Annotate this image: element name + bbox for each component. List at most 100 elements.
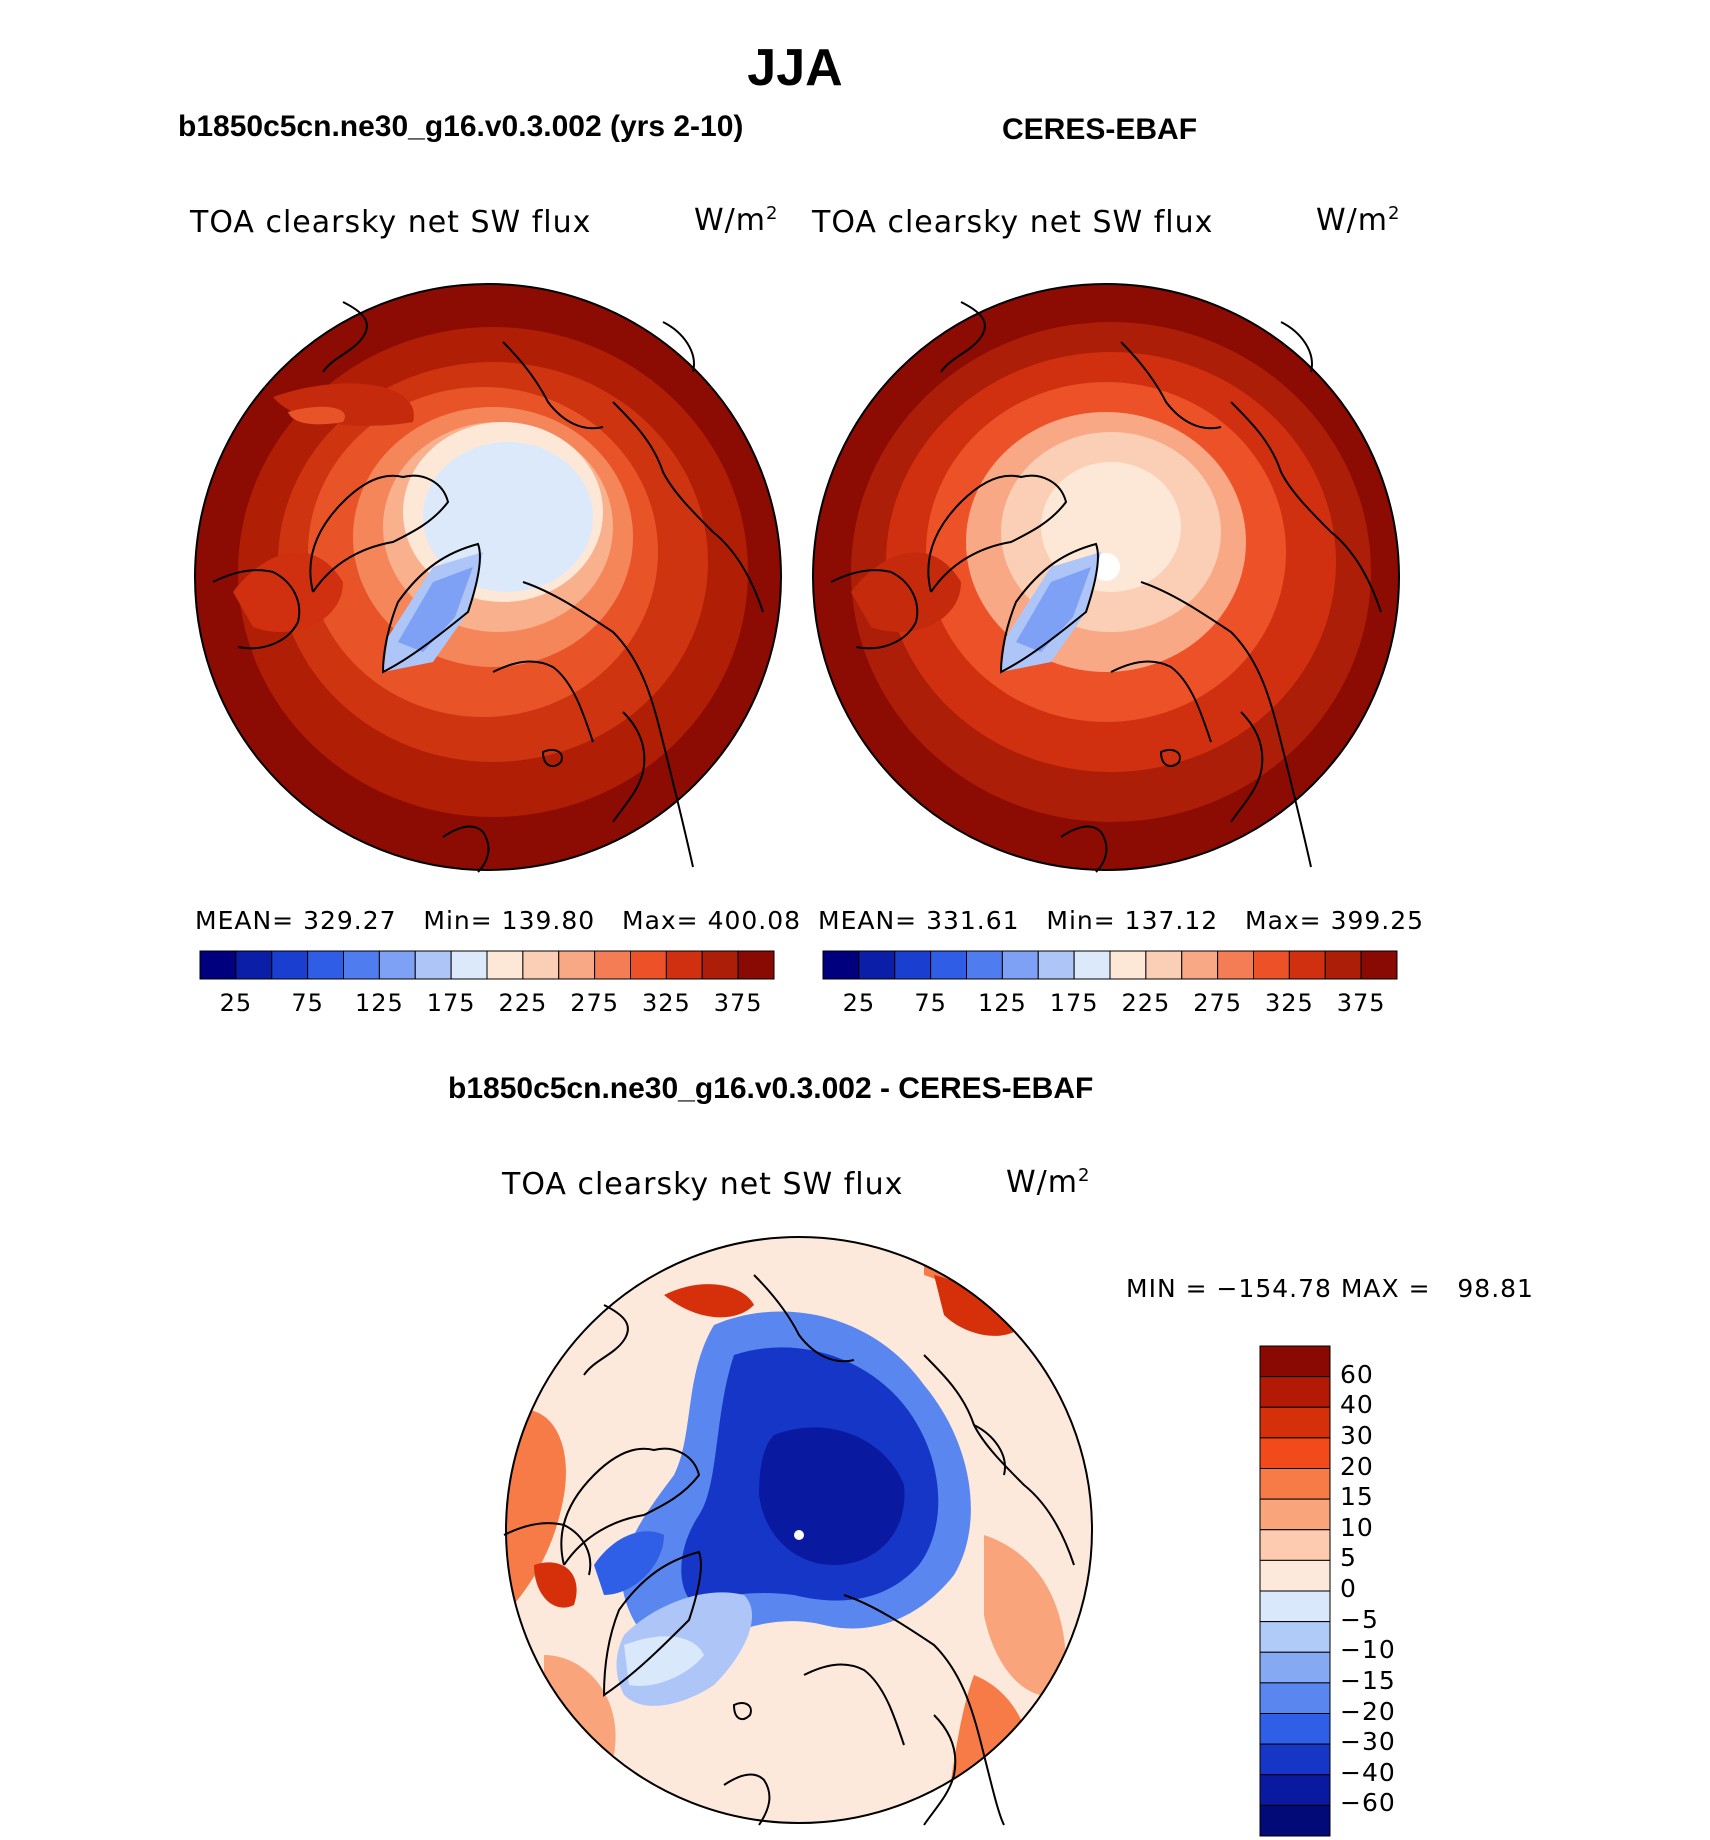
mean-label: MEAN= <box>818 906 918 935</box>
left-polar-map <box>194 283 782 873</box>
right-panel-case-name: CERES-EBAF <box>1002 113 1198 146</box>
right-colorbar <box>822 950 1398 980</box>
colorbar-swatch <box>1037 950 1075 980</box>
colorbar-swatch <box>1259 1590 1331 1623</box>
colorbar-swatch <box>199 950 237 980</box>
colorbar-tick-label: 10 <box>1340 1512 1374 1542</box>
units-exponent: 2 <box>766 203 779 224</box>
colorbar-tick-label: −60 <box>1340 1788 1396 1818</box>
min-label: Min= <box>1046 906 1116 935</box>
colorbar-tick-label: 60 <box>1340 1359 1374 1389</box>
colorbar-swatch <box>1259 1468 1331 1500</box>
colorbar-swatch <box>1259 1559 1331 1592</box>
colorbar-tick-label: 20 <box>1340 1451 1374 1481</box>
colorbar-tick-label: 275 <box>570 989 620 1017</box>
colorbar-swatch <box>894 950 932 980</box>
colorbar-tick-label: 375 <box>1336 989 1386 1017</box>
difference-polar-map <box>503 1236 1093 1826</box>
colorbar-swatch <box>450 950 488 980</box>
colorbar-tick-label: 25 <box>219 989 253 1017</box>
colorbar-swatch <box>1259 1621 1331 1653</box>
difference-units: W/m2 <box>1006 1165 1090 1200</box>
colorbar-tick-label: 375 <box>713 989 763 1017</box>
colorbar-tick-label: 225 <box>498 989 548 1017</box>
colorbar-tick-label: −5 <box>1340 1604 1379 1634</box>
colorbar-swatch <box>1145 950 1183 980</box>
colorbar-swatch <box>486 950 524 980</box>
left-panel-case-name: b1850c5cn.ne30_g16.v0.3.002 (yrs 2-10) <box>178 110 744 143</box>
left-colorbar <box>199 950 775 980</box>
colorbar-swatch <box>858 950 896 980</box>
difference-minmax: MIN = −154.78 MAX = 98.81 <box>1126 1274 1534 1303</box>
colorbar-tick-label: −40 <box>1340 1757 1396 1787</box>
colorbar-swatch <box>930 950 967 980</box>
colorbar-tick-label: 225 <box>1121 989 1171 1017</box>
colorbar-swatch <box>1259 1682 1331 1714</box>
max-label: Max= <box>622 906 699 935</box>
difference-variable: TOA clearsky net SW flux <box>502 1167 904 1202</box>
colorbar-swatch <box>701 950 739 980</box>
colorbar-swatch <box>1181 950 1219 980</box>
colorbar-swatch <box>1288 950 1326 980</box>
right-panel-stats: MEAN= 331.61 Min= 137.12 Max= 399.25 <box>818 906 1424 935</box>
colorbar-swatch <box>1259 1406 1331 1439</box>
colorbar-swatch <box>1259 1804 1331 1837</box>
mean-value: 329.27 <box>303 906 397 935</box>
colorbar-swatch <box>271 950 309 980</box>
colorbar-swatch <box>1259 1529 1331 1561</box>
units-text: W/m <box>1006 1165 1078 1200</box>
colorbar-swatch <box>822 950 860 980</box>
colorbar-swatch <box>343 950 380 980</box>
colorbar-tick-label: 125 <box>977 989 1027 1017</box>
colorbar-swatch <box>414 950 452 980</box>
colorbar-tick-label: −20 <box>1340 1696 1396 1726</box>
colorbar-swatch <box>1253 950 1290 980</box>
min-label: Min= <box>423 906 493 935</box>
colorbar-swatch <box>1109 950 1147 980</box>
left-panel-stats: MEAN= 329.27 Min= 139.80 Max= 400.08 <box>195 906 801 935</box>
colorbar-swatch <box>1217 950 1254 980</box>
colorbar-swatch <box>307 950 344 980</box>
colorbar-swatch <box>235 950 273 980</box>
colorbar-tick-label: 175 <box>426 989 476 1017</box>
colorbar-swatch <box>737 950 775 980</box>
colorbar-tick-label: 75 <box>914 989 947 1017</box>
right-panel-units: W/m2 <box>1316 203 1400 238</box>
colorbar-tick-label: 125 <box>354 989 404 1017</box>
max-value: 399.25 <box>1330 906 1425 935</box>
colorbar-swatch <box>1259 1376 1331 1408</box>
colorbar-swatch <box>1360 950 1398 980</box>
colorbar-tick-label: 40 <box>1340 1390 1374 1420</box>
colorbar-swatch <box>1259 1651 1331 1684</box>
colorbar-swatch <box>1259 1498 1331 1531</box>
max-value: 400.08 <box>707 906 802 935</box>
colorbar-swatch <box>1259 1345 1331 1378</box>
colorbar-swatch <box>1259 1774 1331 1806</box>
colorbar-tick-label: −30 <box>1340 1727 1396 1757</box>
difference-colorbar <box>1259 1345 1331 1837</box>
mean-label: MEAN= <box>195 906 295 935</box>
colorbar-tick-label: 275 <box>1193 989 1243 1017</box>
colorbar-tick-label: 175 <box>1049 989 1099 1017</box>
colorbar-tick-label: 325 <box>1264 989 1314 1017</box>
min-value: 139.80 <box>501 906 596 935</box>
colorbar-tick-label: 0 <box>1340 1574 1357 1603</box>
colorbar-swatch <box>1259 1743 1331 1776</box>
right-panel-variable: TOA clearsky net SW flux <box>812 205 1214 240</box>
colorbar-swatch <box>558 950 596 980</box>
units-exponent: 2 <box>1388 203 1401 224</box>
colorbar-tick-label: 325 <box>641 989 691 1017</box>
max-label: Max= <box>1245 906 1322 935</box>
colorbar-swatch <box>1324 950 1362 980</box>
colorbar-tick-label: 30 <box>1340 1420 1374 1450</box>
colorbar-swatch <box>1073 950 1111 980</box>
right-polar-map <box>812 283 1400 873</box>
colorbar-tick-label: −10 <box>1340 1635 1396 1665</box>
colorbar-tick-label: 75 <box>291 989 324 1017</box>
colorbar-swatch <box>594 950 631 980</box>
figure-title: JJA <box>747 39 843 97</box>
colorbar-swatch <box>1259 1437 1331 1469</box>
difference-title: b1850c5cn.ne30_g16.v0.3.002 - CERES-EBAF <box>448 1072 1094 1105</box>
colorbar-tick-label: 5 <box>1340 1543 1357 1573</box>
units-exponent: 2 <box>1078 1165 1091 1186</box>
